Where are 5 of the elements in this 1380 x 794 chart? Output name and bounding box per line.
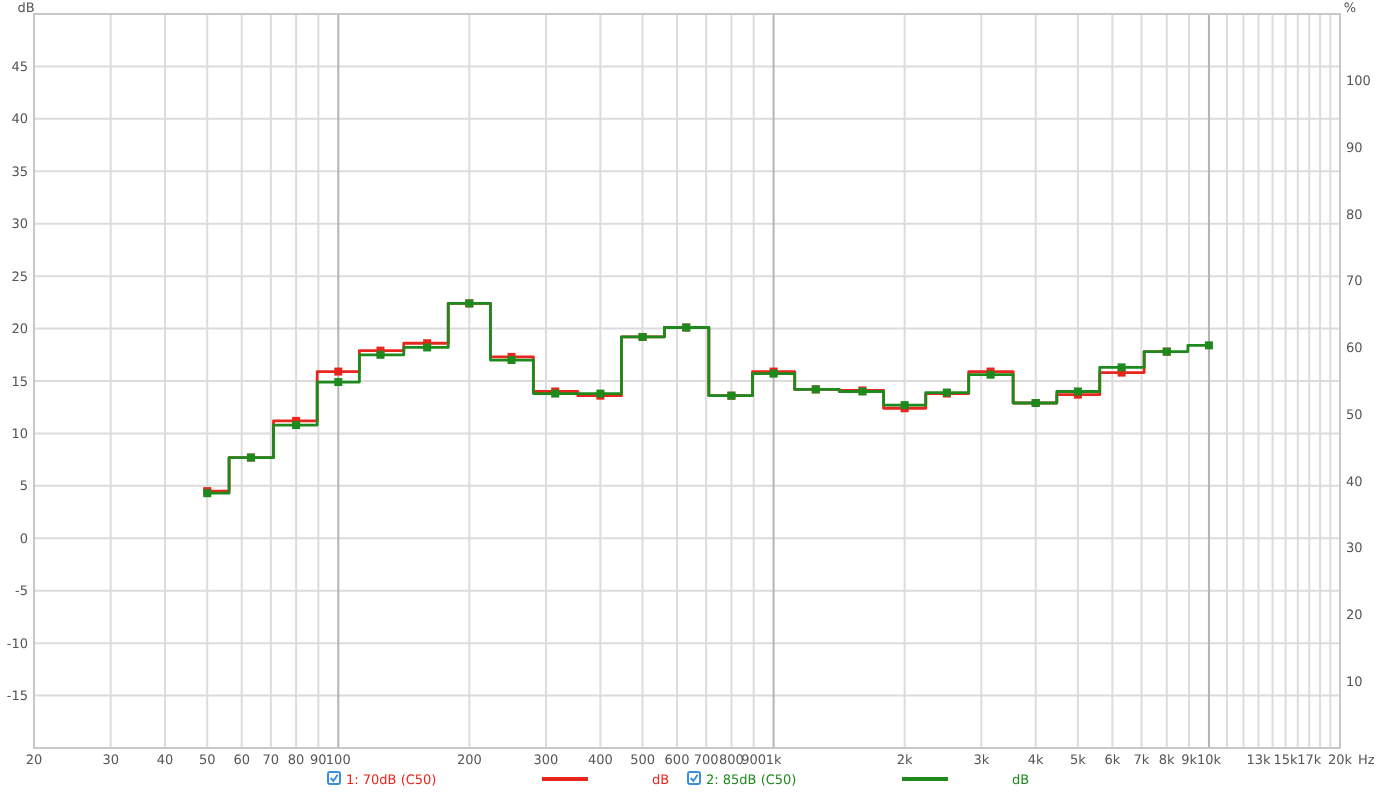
point <box>334 367 343 376</box>
point <box>292 421 301 430</box>
point <box>1204 341 1213 350</box>
point <box>1117 363 1126 372</box>
point <box>334 378 343 387</box>
